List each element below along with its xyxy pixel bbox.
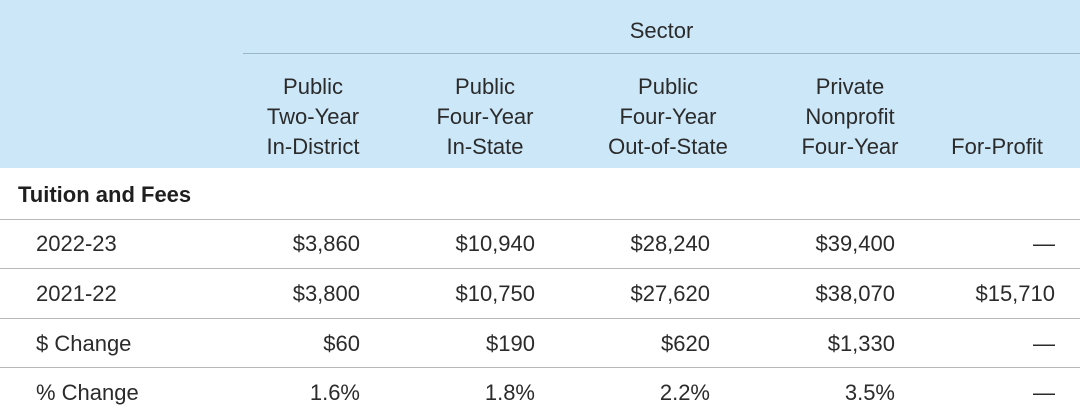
section-title: Tuition and Fees [18, 182, 192, 207]
table-cell: 1.6% [309, 380, 360, 405]
sector-heading: Sector [629, 18, 694, 43]
row-divider [0, 367, 1080, 368]
table-cell: 1.8% [484, 380, 535, 405]
table-cell: 3.5% [844, 380, 895, 405]
table-cell: $60 [323, 331, 360, 356]
table-cell: — [1033, 231, 1055, 256]
table-cell: — [1033, 331, 1055, 356]
table-cell: $190 [486, 331, 535, 356]
table-cell: $39,400 [815, 231, 895, 256]
table-cell: $38,070 [815, 281, 895, 306]
table-cell: $10,750 [455, 281, 535, 306]
row-divider [0, 219, 1080, 220]
row-label-2022-23: 2022-23 [36, 231, 117, 256]
row-divider [0, 268, 1080, 269]
table-cell: $3,800 [292, 281, 360, 306]
table-cell: $3,860 [292, 231, 360, 256]
table-cell: $620 [661, 331, 710, 356]
column-header-public-two-year: Public Two-Year In-District [266, 74, 360, 159]
sector-divider [243, 53, 1080, 54]
row-label-percent-change: % Change [36, 380, 139, 405]
table-cell: $1,330 [827, 331, 895, 356]
column-header-private-nonprofit: Private Nonprofit Four-Year [801, 74, 899, 159]
table-header: Sector Public Two-Year In-District Publi… [0, 0, 1080, 168]
column-header-public-four-year-in-state: Public Four-Year In-State [436, 74, 534, 159]
table-cell: 2.2% [659, 380, 710, 405]
table-cell: $27,620 [630, 281, 710, 306]
table-cell: — [1033, 380, 1055, 405]
table-cell: $10,940 [455, 231, 535, 256]
column-header-for-profit: For-Profit [951, 134, 1043, 159]
row-divider [0, 318, 1080, 319]
column-header-public-four-year-out-of-state: Public Four-Year Out-of-State [608, 74, 728, 159]
row-label-dollar-change: $ Change [36, 331, 132, 356]
table-cell: $28,240 [630, 231, 710, 256]
row-label-2021-22: 2021-22 [36, 281, 117, 306]
table-cell: $15,710 [975, 281, 1055, 306]
